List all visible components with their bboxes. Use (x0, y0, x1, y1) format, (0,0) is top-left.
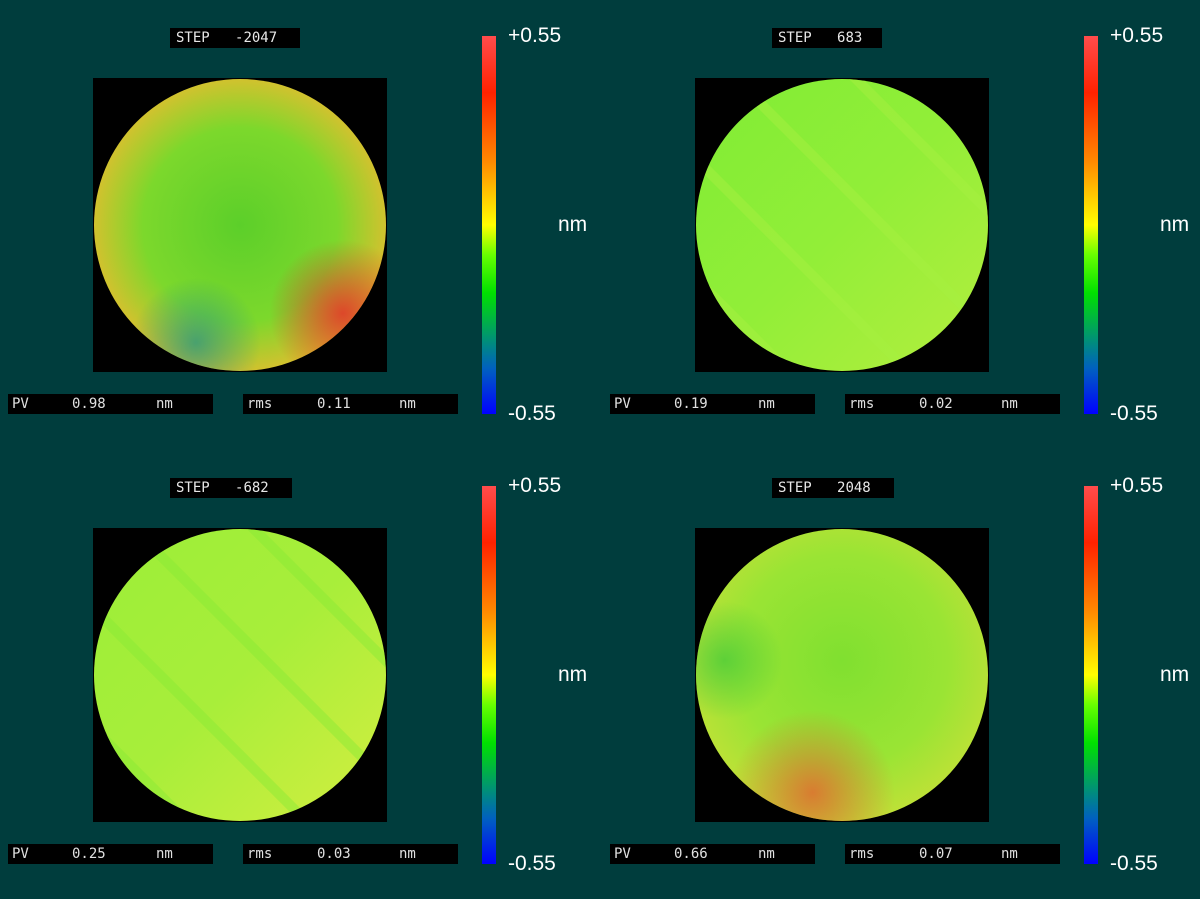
scale-min: -0.55 (508, 852, 556, 875)
step-label: STEP 2048 (772, 478, 894, 498)
rms-readout: rms 0.02 nm (845, 394, 1060, 414)
pv-unit: nm (758, 396, 775, 412)
surface-map-image (94, 529, 386, 821)
rms-unit: nm (399, 846, 416, 862)
step-label: STEP -682 (170, 478, 292, 498)
rms-label: rms (247, 396, 273, 412)
map-panel-step-683: STEP 683 PV (602, 0, 1200, 449)
pv-unit: nm (156, 846, 173, 862)
step-value: 2048 (837, 480, 871, 496)
surface-map (695, 78, 989, 372)
pv-readout: PV 0.98 nm (8, 394, 213, 414)
pv-label: PV (614, 846, 631, 862)
step-text: STEP (176, 30, 210, 46)
surface-map-image (696, 79, 988, 371)
map-panel-step-2048: STEP 2048 (602, 450, 1200, 899)
surface-map (695, 528, 989, 822)
scale-min: -0.55 (508, 402, 556, 425)
step-label: STEP -2047 (170, 28, 300, 48)
pv-label: PV (614, 396, 631, 412)
pv-unit: nm (758, 846, 775, 862)
step-value: -2047 (235, 30, 278, 46)
rms-label: rms (849, 846, 875, 862)
rms-label: rms (247, 846, 273, 862)
pv-label: PV (12, 846, 29, 862)
rms-unit: nm (1001, 396, 1018, 412)
pv-value: 0.19 (674, 396, 708, 412)
pv-value: 0.25 (72, 846, 106, 862)
rms-unit: nm (1001, 846, 1018, 862)
rms-value: 0.07 (919, 846, 953, 862)
rms-value: 0.02 (919, 396, 953, 412)
color-scale-bar (482, 486, 496, 864)
color-scale-bar (482, 36, 496, 414)
map-panel-step-minus-682: STEP -682 PV (0, 450, 600, 899)
rms-unit: nm (399, 396, 416, 412)
surface-map (93, 528, 387, 822)
scale-unit: nm (1160, 663, 1190, 686)
step-value: 683 (837, 30, 863, 46)
rms-readout: rms 0.07 nm (845, 844, 1060, 864)
pv-readout: PV 0.25 nm (8, 844, 213, 864)
pv-value: 0.98 (72, 396, 106, 412)
scale-max: +0.55 (1110, 24, 1164, 47)
scale-min: -0.55 (1110, 852, 1158, 875)
step-text: STEP (778, 480, 812, 496)
surface-map-image (696, 529, 988, 821)
pv-value: 0.66 (674, 846, 708, 862)
map-panel-step-minus-2047: STEP -2047 (0, 0, 600, 449)
rms-value: 0.11 (317, 396, 351, 412)
pv-readout: PV 0.66 nm (610, 844, 815, 864)
scale-max: +0.55 (1110, 474, 1164, 497)
scale-max: +0.55 (508, 24, 562, 47)
scale-unit: nm (1160, 213, 1190, 236)
step-label: STEP 683 (772, 28, 882, 48)
surface-map (93, 78, 387, 372)
pv-unit: nm (156, 396, 173, 412)
step-text: STEP (778, 30, 812, 46)
scale-unit: nm (558, 213, 588, 236)
pv-readout: PV 0.19 nm (610, 394, 815, 414)
pv-label: PV (12, 396, 29, 412)
surface-map-image (94, 79, 386, 371)
step-value: -682 (235, 480, 269, 496)
rms-label: rms (849, 396, 875, 412)
rms-readout: rms 0.11 nm (243, 394, 458, 414)
rms-value: 0.03 (317, 846, 351, 862)
color-scale-bar (1084, 36, 1098, 414)
scale-max: +0.55 (508, 474, 562, 497)
scale-min: -0.55 (1110, 402, 1158, 425)
step-text: STEP (176, 480, 210, 496)
color-scale-bar (1084, 486, 1098, 864)
rms-readout: rms 0.03 nm (243, 844, 458, 864)
scale-unit: nm (558, 663, 588, 686)
